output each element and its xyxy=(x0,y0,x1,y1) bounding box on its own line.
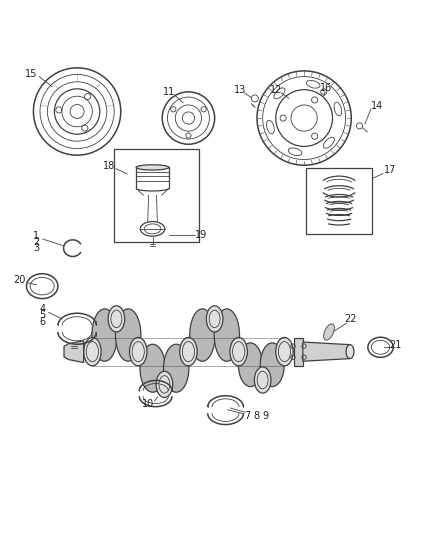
Text: 13: 13 xyxy=(234,85,246,95)
Text: 22: 22 xyxy=(345,314,357,324)
Bar xyxy=(294,338,303,366)
Ellipse shape xyxy=(140,344,165,392)
Ellipse shape xyxy=(116,309,141,361)
Text: 10: 10 xyxy=(142,399,154,409)
Text: 12: 12 xyxy=(269,85,282,95)
Ellipse shape xyxy=(156,372,173,398)
Text: 15: 15 xyxy=(25,69,37,79)
Ellipse shape xyxy=(254,367,271,393)
Text: 7: 7 xyxy=(244,411,250,421)
Text: 20: 20 xyxy=(13,276,26,286)
Text: 1: 1 xyxy=(33,231,39,241)
Text: 9: 9 xyxy=(262,411,268,421)
Text: 2: 2 xyxy=(33,237,39,247)
Ellipse shape xyxy=(163,344,189,392)
Text: 6: 6 xyxy=(39,317,45,327)
Text: 14: 14 xyxy=(371,101,383,111)
Text: 5: 5 xyxy=(39,310,45,320)
Text: 3: 3 xyxy=(33,243,39,253)
Text: 16: 16 xyxy=(320,83,332,93)
Ellipse shape xyxy=(108,306,125,332)
Ellipse shape xyxy=(180,337,197,366)
Text: 21: 21 xyxy=(390,340,402,350)
Text: 8: 8 xyxy=(253,411,259,421)
Polygon shape xyxy=(324,324,334,340)
Text: 11: 11 xyxy=(162,87,175,97)
Ellipse shape xyxy=(238,343,262,386)
Bar xyxy=(114,149,199,243)
Ellipse shape xyxy=(130,337,147,366)
Ellipse shape xyxy=(190,309,215,361)
Ellipse shape xyxy=(84,337,101,366)
Polygon shape xyxy=(64,341,84,362)
Text: 17: 17 xyxy=(384,165,396,175)
Ellipse shape xyxy=(276,337,293,366)
Ellipse shape xyxy=(260,343,284,386)
Ellipse shape xyxy=(206,306,223,332)
Ellipse shape xyxy=(136,165,169,170)
Ellipse shape xyxy=(92,309,117,361)
Text: 18: 18 xyxy=(103,161,115,171)
Ellipse shape xyxy=(346,345,354,359)
Text: 4: 4 xyxy=(39,304,45,314)
Ellipse shape xyxy=(230,337,247,366)
Bar xyxy=(306,168,372,234)
Ellipse shape xyxy=(214,309,240,361)
Polygon shape xyxy=(303,342,350,361)
Text: 19: 19 xyxy=(195,230,208,240)
